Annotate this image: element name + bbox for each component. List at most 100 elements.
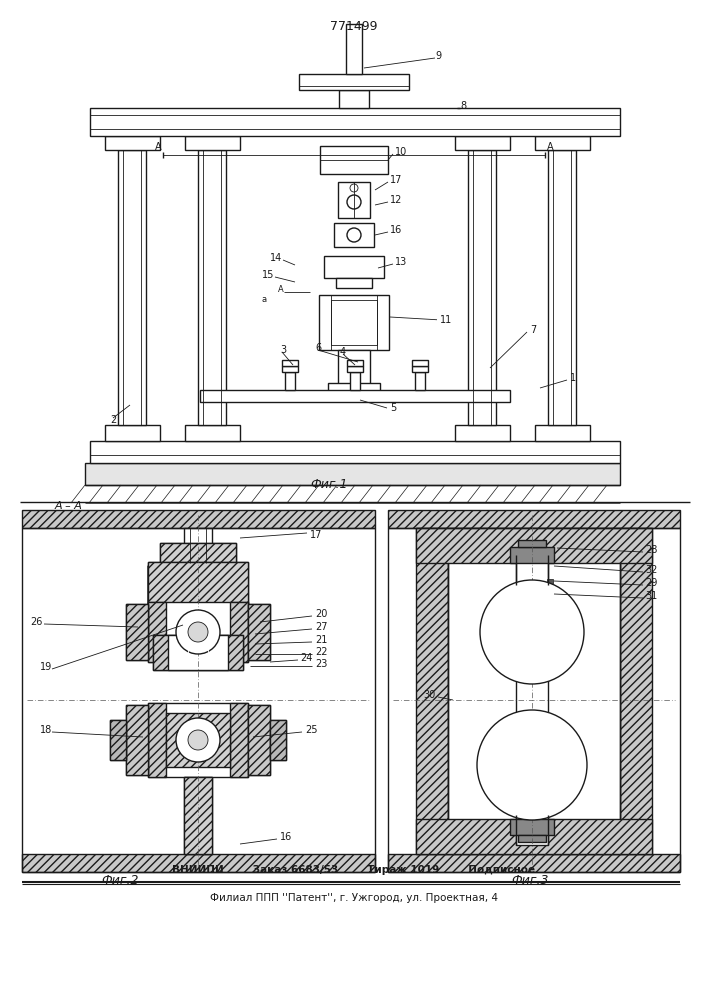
Bar [90, 108, 620, 136]
Bar [180, 640, 216, 662]
Text: 1: 1 [570, 373, 576, 383]
Bar [416, 528, 652, 563]
Bar [416, 819, 652, 854]
Circle shape [176, 718, 220, 762]
Circle shape [176, 610, 220, 654]
Bar [547, 579, 553, 584]
Text: 21: 21 [315, 635, 327, 645]
Bar [148, 703, 248, 777]
Text: 8: 8 [460, 101, 466, 111]
Circle shape [480, 580, 584, 684]
Text: А: А [547, 142, 554, 152]
Text: 20: 20 [315, 609, 327, 619]
Text: 771499: 771499 [330, 19, 378, 32]
Bar [148, 703, 166, 777]
Text: 2: 2 [110, 415, 116, 425]
Circle shape [347, 228, 361, 242]
Text: 6: 6 [315, 343, 321, 353]
Bar [388, 854, 680, 872]
Text: 19: 19 [40, 662, 52, 672]
Bar [168, 635, 228, 670]
Bar [455, 425, 510, 441]
Bar [324, 256, 384, 278]
Text: 5: 5 [390, 403, 396, 413]
Bar [510, 819, 554, 835]
Bar [510, 547, 554, 563]
Text: А: А [155, 142, 162, 152]
Text: 30: 30 [423, 690, 436, 700]
Bar [548, 150, 576, 425]
Bar [185, 425, 240, 441]
Bar [282, 360, 298, 366]
Text: 13: 13 [395, 257, 407, 267]
Text: 17: 17 [390, 175, 402, 185]
Bar [320, 146, 388, 174]
Text: Фиг.1: Фиг.1 [310, 478, 348, 490]
Bar [547, 591, 553, 596]
Text: 3: 3 [280, 345, 286, 355]
Bar [126, 705, 148, 775]
Bar [160, 543, 236, 565]
Polygon shape [218, 566, 248, 610]
Bar [516, 679, 548, 715]
Bar [328, 383, 380, 393]
Text: 15: 15 [262, 270, 274, 280]
Bar [620, 528, 652, 854]
Bar [166, 713, 230, 767]
Bar [455, 136, 510, 150]
Bar [334, 223, 374, 247]
Bar [200, 390, 510, 402]
Bar [448, 528, 620, 854]
Circle shape [188, 622, 208, 642]
Text: 14: 14 [270, 253, 282, 263]
Bar [85, 463, 620, 485]
Bar [350, 372, 360, 390]
Text: А: А [278, 286, 284, 294]
Bar [148, 562, 248, 610]
Bar [285, 372, 295, 390]
Bar [248, 604, 270, 660]
Bar [153, 635, 243, 670]
Circle shape [477, 710, 587, 820]
Bar [282, 366, 298, 372]
Bar [518, 835, 546, 842]
Bar [516, 815, 548, 845]
Bar [416, 528, 448, 854]
Bar [105, 425, 160, 441]
Text: Фиг.3: Фиг.3 [511, 874, 549, 886]
Bar [412, 360, 428, 366]
Text: 9: 9 [435, 51, 441, 61]
Bar [230, 602, 248, 662]
Text: 31: 31 [645, 591, 658, 601]
Text: 4: 4 [340, 347, 346, 357]
Text: 24: 24 [300, 653, 312, 663]
Bar [90, 441, 620, 463]
Bar [516, 555, 548, 585]
Text: 11: 11 [440, 315, 452, 325]
Bar [184, 777, 212, 854]
Text: Фиг.2: Фиг.2 [101, 874, 139, 886]
Text: Филиал ППП ''Патент'', г. Ужгород, ул. Проектная, 4: Филиал ППП ''Патент'', г. Ужгород, ул. П… [210, 893, 498, 903]
Text: А – А: А – А [55, 501, 83, 511]
Bar [270, 720, 286, 760]
Text: 16: 16 [390, 225, 402, 235]
Bar [331, 300, 377, 345]
Bar [248, 705, 270, 775]
Bar [160, 605, 236, 659]
Bar [126, 604, 148, 660]
Bar [248, 705, 270, 775]
Bar [118, 150, 146, 425]
Bar [230, 703, 248, 777]
Bar [336, 278, 372, 288]
Bar [248, 604, 270, 660]
Bar [388, 510, 680, 528]
Bar [346, 24, 362, 74]
Text: 18: 18 [40, 725, 52, 735]
Bar [412, 366, 428, 372]
Bar [347, 366, 363, 372]
Bar [22, 854, 375, 872]
Bar [180, 640, 216, 662]
Bar [338, 182, 370, 218]
Bar [198, 150, 226, 425]
Bar [148, 602, 166, 662]
